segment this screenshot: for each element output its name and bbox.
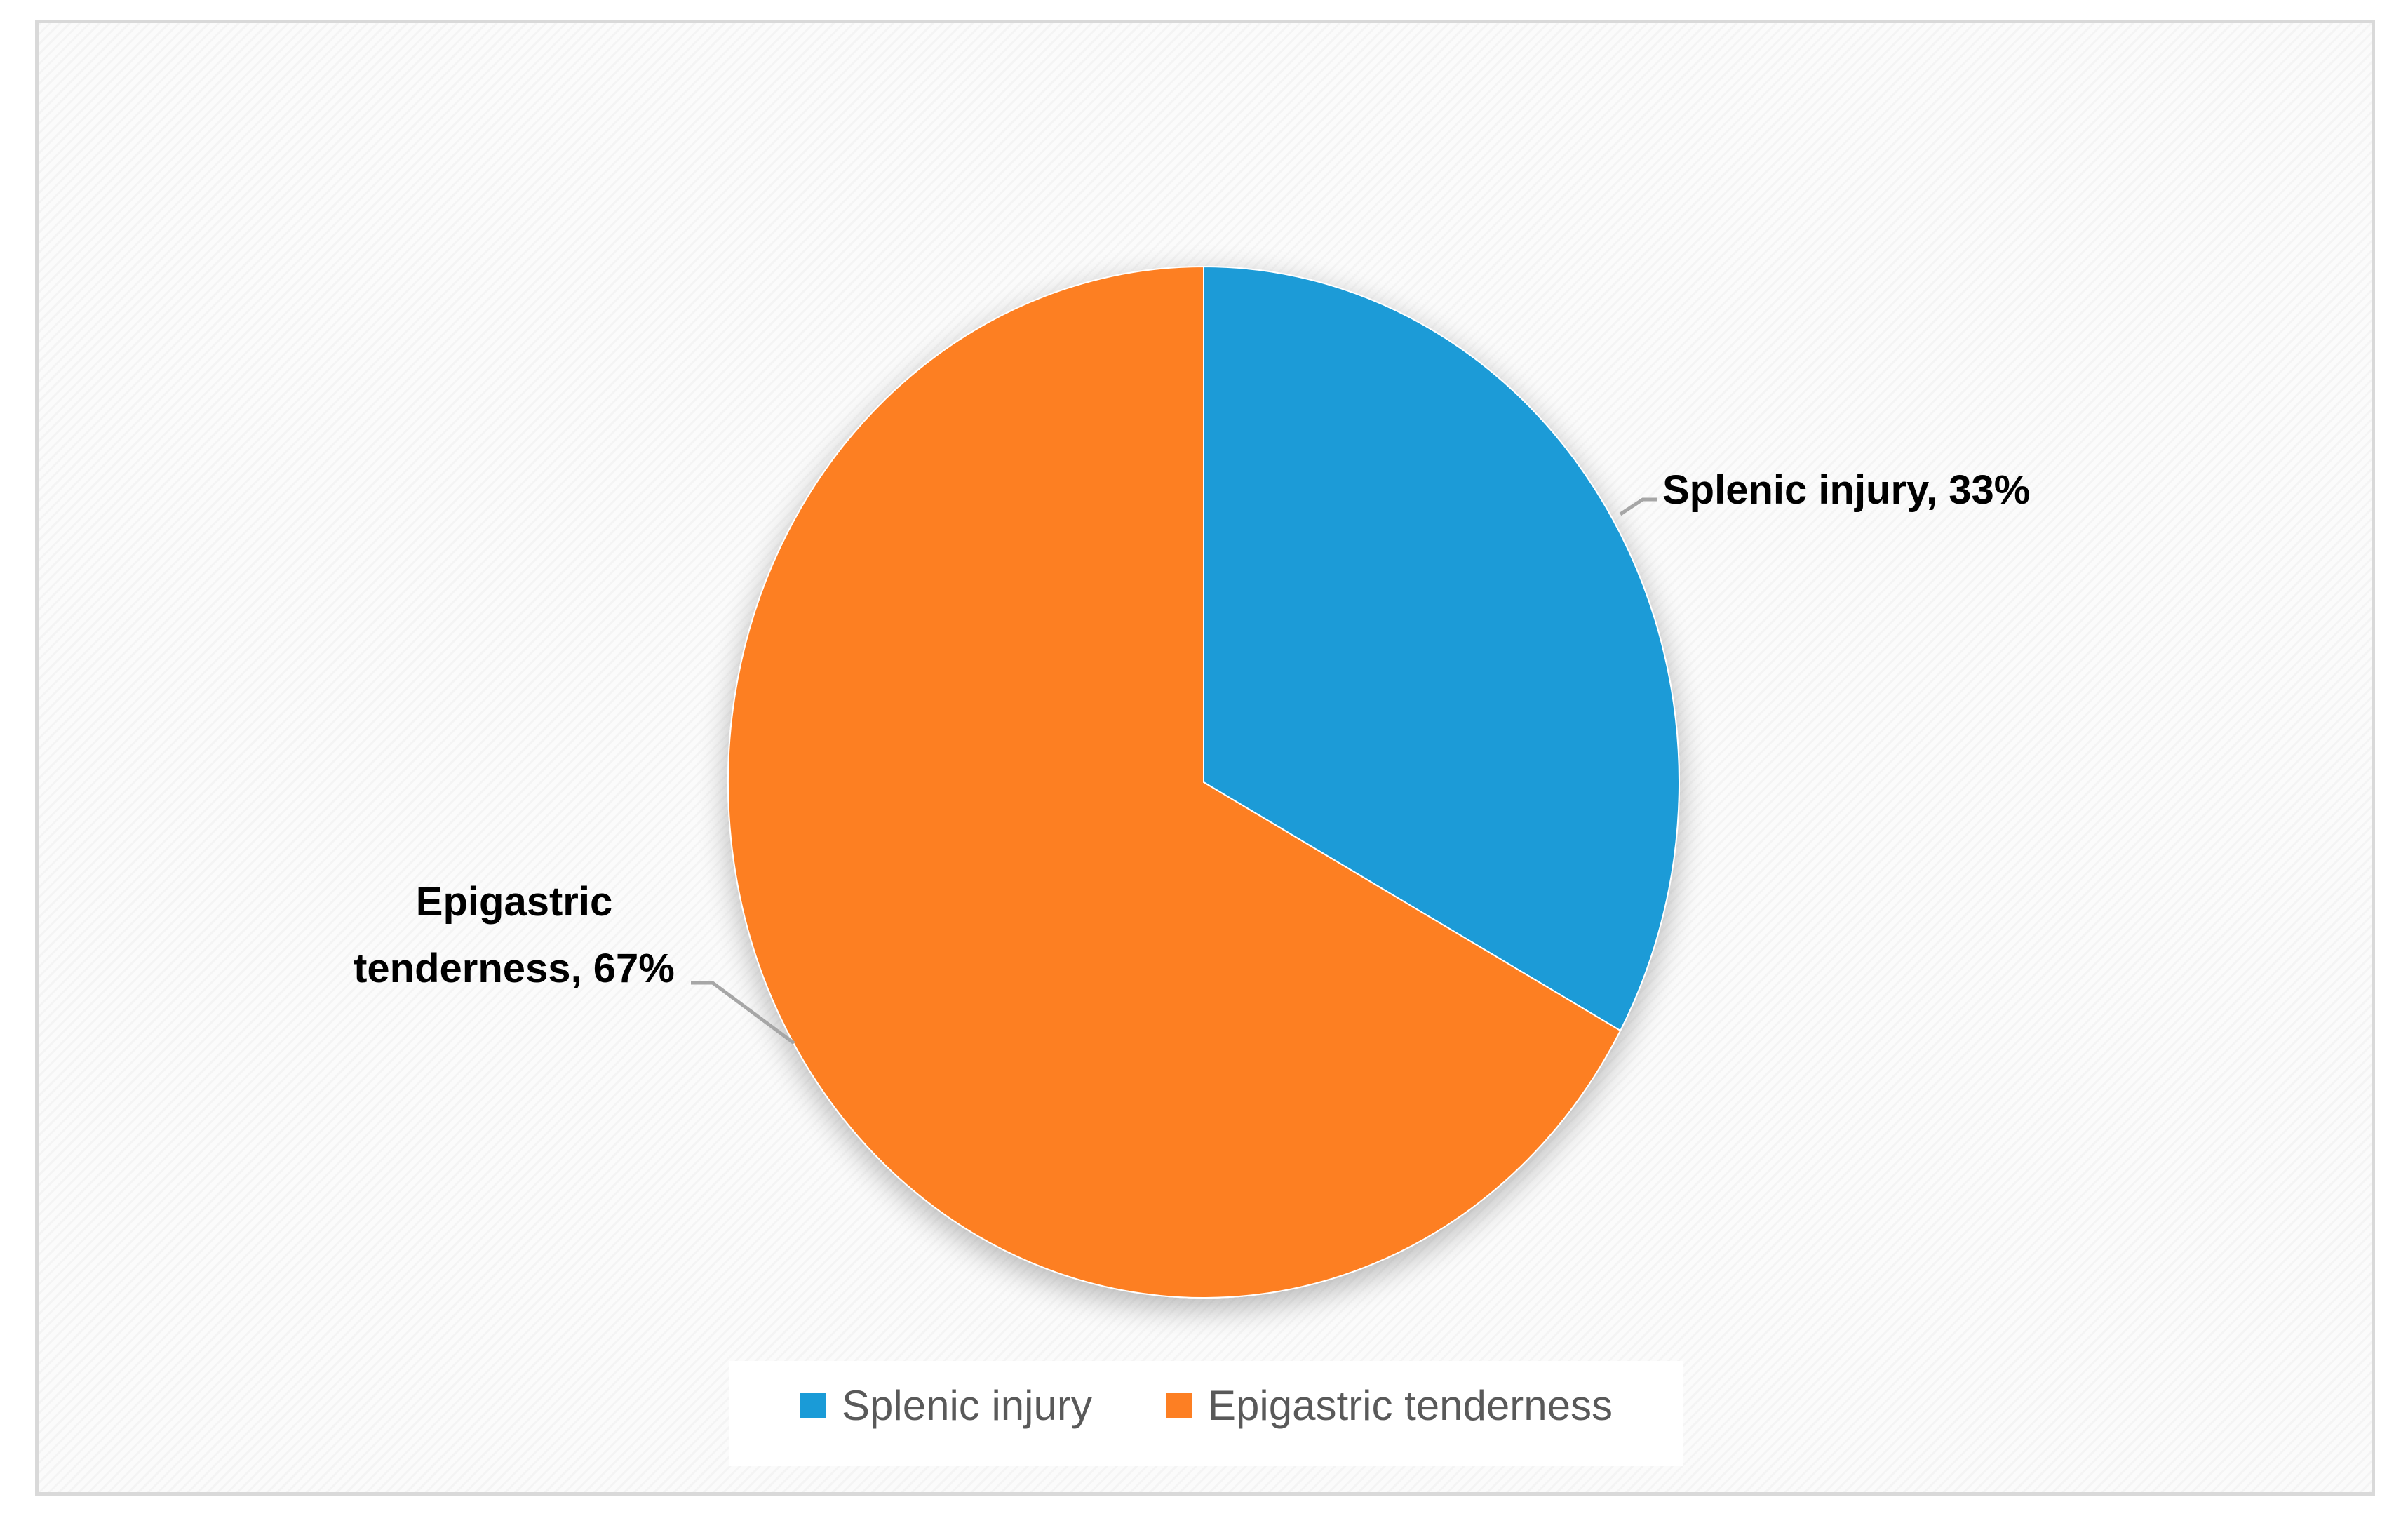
data-label-splenic-injury: Splenic injury, 33%: [1619, 467, 2030, 516]
legend-item-epigastric-tenderness: Epigastric tenderness: [1166, 1382, 1613, 1429]
data-label-text: Epigastric: [416, 879, 612, 925]
legend-label: Splenic injury: [842, 1382, 1092, 1429]
legend-box: [729, 1361, 1683, 1466]
leader-line-epigastric-tenderness: [691, 981, 795, 1045]
slice-splenic-injury: [1203, 265, 1680, 1032]
legend-swatch: [1166, 1393, 1192, 1418]
legend-label: Epigastric tenderness: [1208, 1382, 1613, 1429]
data-label-text: tenderness, 67%: [354, 946, 675, 991]
legend-item-splenic-injury: Splenic injury: [800, 1382, 1092, 1429]
legend-swatch: [800, 1393, 826, 1418]
legend: Splenic injury Epigastric tenderness: [729, 1361, 1683, 1466]
data-label-text: Splenic injury, 33%: [1662, 467, 2030, 513]
slice-epigastric-tenderness: [727, 265, 1622, 1299]
data-label-epigastric-tenderness: Epigastric tenderness, 67%: [354, 879, 795, 1045]
pie-slices: [727, 265, 1680, 1299]
data-labels: Splenic injury, 33% Epigastric tenderness,…: [354, 467, 2030, 1045]
leader-line-splenic-injury: [1619, 497, 1657, 516]
